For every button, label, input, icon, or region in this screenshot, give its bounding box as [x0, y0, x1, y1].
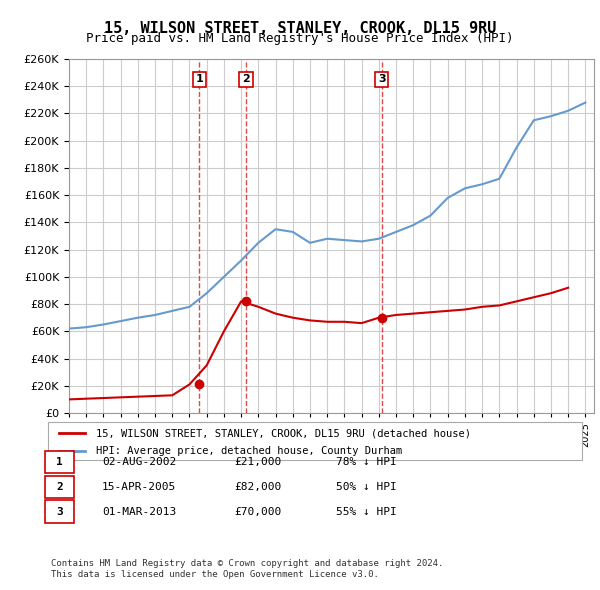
Text: Contains HM Land Registry data © Crown copyright and database right 2024.: Contains HM Land Registry data © Crown c…: [51, 559, 443, 568]
Text: £70,000: £70,000: [234, 507, 281, 516]
Text: 2: 2: [242, 74, 250, 84]
Text: 01-MAR-2013: 01-MAR-2013: [102, 507, 176, 516]
Text: 50% ↓ HPI: 50% ↓ HPI: [336, 482, 397, 491]
Text: £82,000: £82,000: [234, 482, 281, 491]
FancyBboxPatch shape: [48, 422, 582, 460]
Text: This data is licensed under the Open Government Licence v3.0.: This data is licensed under the Open Gov…: [51, 571, 379, 579]
Text: 3: 3: [56, 507, 63, 516]
Text: 3: 3: [378, 74, 386, 84]
Text: 15-APR-2005: 15-APR-2005: [102, 482, 176, 491]
Text: 78% ↓ HPI: 78% ↓ HPI: [336, 457, 397, 467]
Text: £21,000: £21,000: [234, 457, 281, 467]
Text: 2: 2: [56, 482, 63, 491]
Text: 55% ↓ HPI: 55% ↓ HPI: [336, 507, 397, 516]
Text: 15, WILSON STREET, STANLEY, CROOK, DL15 9RU: 15, WILSON STREET, STANLEY, CROOK, DL15 …: [104, 21, 496, 35]
Text: 1: 1: [196, 74, 203, 84]
Text: 1: 1: [56, 457, 63, 467]
Text: 15, WILSON STREET, STANLEY, CROOK, DL15 9RU (detached house): 15, WILSON STREET, STANLEY, CROOK, DL15 …: [96, 428, 471, 438]
Text: HPI: Average price, detached house, County Durham: HPI: Average price, detached house, Coun…: [96, 445, 403, 455]
Text: Price paid vs. HM Land Registry's House Price Index (HPI): Price paid vs. HM Land Registry's House …: [86, 32, 514, 45]
Text: 02-AUG-2002: 02-AUG-2002: [102, 457, 176, 467]
